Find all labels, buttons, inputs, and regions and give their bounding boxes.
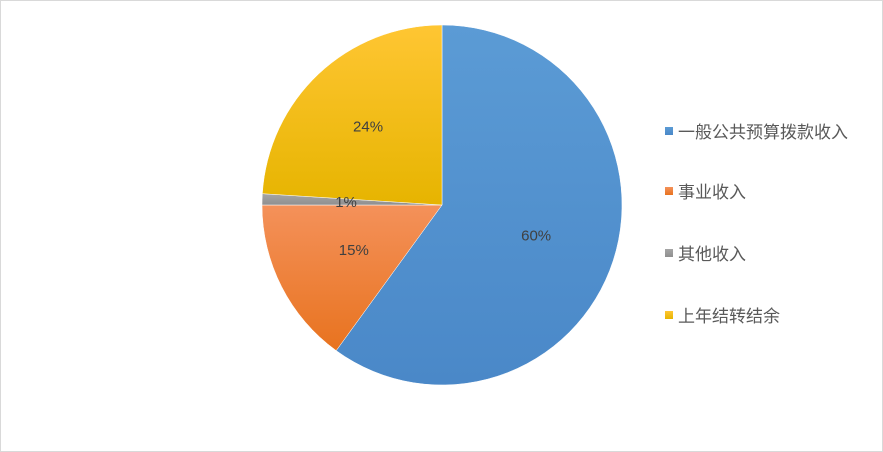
legend-item-2: 其他收入 [665, 240, 746, 265]
pie-slice-1 [261, 204, 443, 351]
data-label-0: 60% [521, 228, 551, 245]
pie-slice-3 [262, 24, 443, 206]
legend-swatch [665, 310, 673, 319]
legend-item-3: 上年结转结余 [665, 302, 780, 327]
legend-label: 一般公共预算拨款收入 [678, 123, 848, 143]
data-label-3: 24% [353, 118, 383, 135]
legend-swatch [665, 186, 673, 195]
legend-label: 事业收入 [678, 183, 746, 203]
data-label-2: 1% [335, 194, 357, 211]
legend-label: 上年结转结余 [678, 307, 780, 327]
legend-item-0: 一般公共预算拨款收入 [665, 118, 848, 143]
legend-swatch [665, 248, 673, 257]
legend-item-1: 事业收入 [665, 178, 746, 203]
pie-slice-0 [335, 24, 623, 386]
legend-label: 其他收入 [678, 245, 746, 265]
data-label-1: 15% [339, 242, 369, 259]
legend-swatch [665, 126, 673, 135]
